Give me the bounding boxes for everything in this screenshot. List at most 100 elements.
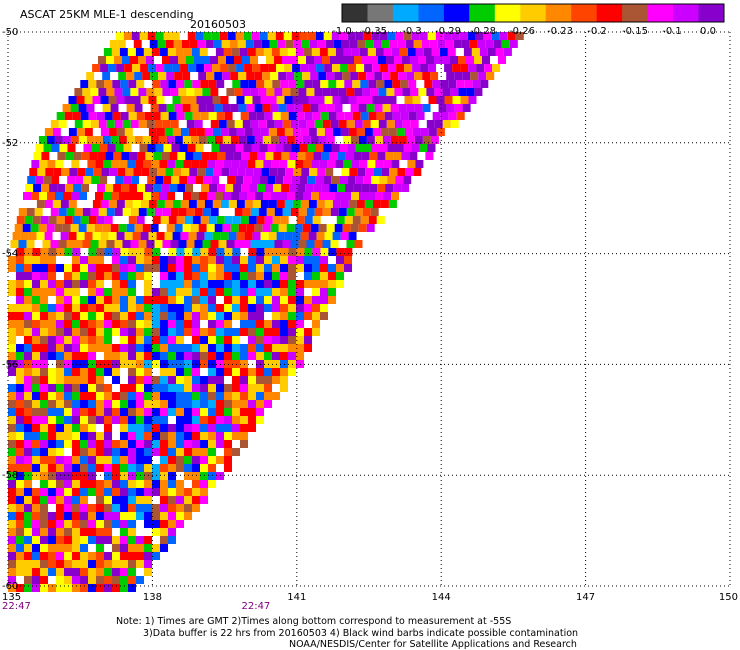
heatmap-cell [8,336,16,344]
heatmap-cell [168,264,176,272]
heatmap-cell [153,152,162,160]
heatmap-cell [176,432,184,440]
heatmap-cell [80,336,88,344]
heatmap-cell [389,40,398,48]
heatmap-cell [300,96,309,104]
heatmap-cell [40,504,48,512]
heatmap-cell [328,248,337,256]
heatmap-cell [376,112,385,120]
heatmap-cell [462,72,471,80]
heatmap-cell [88,568,96,576]
heatmap-cell [157,40,166,48]
heatmap-cell [144,520,152,528]
heatmap-cell [168,328,176,336]
heatmap-cell [200,112,209,120]
heatmap-cell [87,160,96,168]
heatmap-cell [144,376,152,384]
heatmap-cell [307,144,316,152]
heatmap-cell [104,464,112,472]
heatmap-cell [144,568,152,576]
chart-date: 20160503 [190,18,246,31]
heatmap-cell [192,480,200,488]
heatmap-cell [56,496,64,504]
x-tick-label: 135 [2,592,21,603]
heatmap-cell [230,72,239,80]
heatmap-cell [129,184,138,192]
heatmap-cell [88,448,96,456]
heatmap-cell [142,136,151,144]
heatmap-cell [72,544,80,552]
heatmap-cell [40,480,48,488]
heatmap-cell [176,248,185,256]
heatmap-cell [88,560,96,568]
heatmap-cell [160,320,168,328]
heatmap-cell [192,384,200,392]
heatmap-cell [40,440,48,448]
heatmap-cell [266,208,275,216]
heatmap-cell [296,296,304,304]
heatmap-cell [224,80,233,88]
heatmap-cell [127,192,135,200]
heatmap-cell [303,48,312,56]
heatmap-cell [296,272,304,280]
heatmap-cell [264,312,272,320]
heatmap-cell [8,448,16,456]
heatmap-cell [326,72,335,80]
heatmap-cell [216,80,225,88]
heatmap-cell [232,352,240,360]
heatmap-cell [30,224,39,232]
heatmap-cell [240,216,249,224]
heatmap-cell [208,432,216,440]
heatmap-cell [28,232,37,240]
heatmap-cell [352,248,361,256]
heatmap-cell [288,288,296,296]
heatmap-cell [128,280,136,288]
heatmap-cell [242,56,250,64]
heatmap-cell [104,544,112,552]
heatmap-cell [84,232,93,240]
heatmap-cell [219,144,228,152]
heatmap-cell [376,216,385,224]
heatmap-cell [56,448,64,456]
heatmap-cell [216,112,225,120]
heatmap-cell [312,312,320,320]
heatmap-cell [80,328,88,336]
heatmap-cell [311,48,320,56]
heatmap-cell [296,344,304,352]
heatmap-cell [320,280,328,288]
heatmap-cell [98,88,107,96]
heatmap-cell [40,512,48,520]
heatmap-cell [223,160,232,168]
heatmap-cell [64,520,72,528]
heatmap-cell [40,576,48,584]
heatmap-cell [272,392,280,400]
heatmap-cell [353,184,362,192]
heatmap-cell [288,216,297,224]
heatmap-cell [152,112,161,120]
heatmap-cell [156,128,165,136]
heatmap-cell [120,248,129,256]
heatmap-cell [56,288,64,296]
heatmap-cell [112,536,120,544]
heatmap-cell [96,576,104,584]
heatmap-cell [70,104,79,112]
x-tick-labels: 135 138 141 144 147 150 [2,592,738,603]
heatmap-cell [48,344,56,352]
heatmap-cell [296,256,304,264]
heatmap-cell [328,80,337,88]
heatmap-cell [200,408,208,416]
heatmap-cell [314,240,323,248]
heatmap-cell [208,456,216,464]
heatmap-cell [80,352,88,360]
heatmap-cell [32,496,40,504]
heatmap-cell [320,248,329,256]
heatmap-cell [108,200,117,208]
heatmap-cell [127,48,136,56]
heatmap-cell [80,376,88,384]
heatmap-cell [200,464,208,472]
heatmap-cell [452,96,461,104]
heatmap-cell [88,408,96,416]
heatmap-cell [136,464,144,472]
heatmap-cell [207,192,215,200]
heatmap-cell [96,504,104,512]
